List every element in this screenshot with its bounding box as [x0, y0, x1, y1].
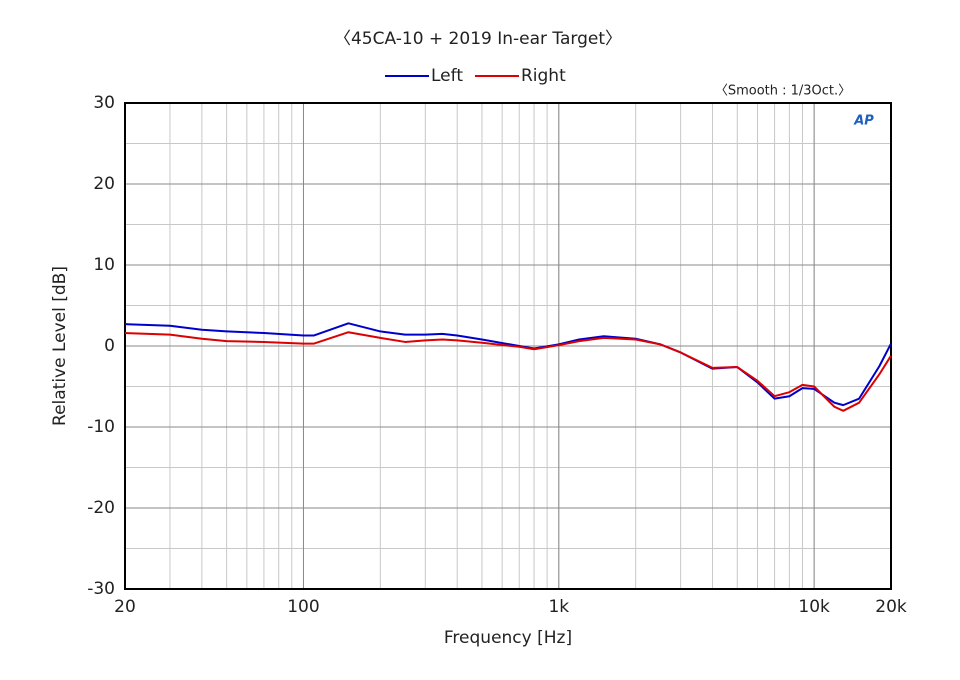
y-tick-label: -10 [87, 417, 115, 437]
legend-label: Left [431, 66, 463, 86]
chart-subtitle: 〈Smooth : 1/3Oct.〉 [715, 84, 851, 99]
y-axis-label: Relative Level [dB] [50, 266, 70, 426]
x-axis-label: Frequency [Hz] [444, 628, 572, 648]
x-tick-label: 20 [114, 597, 136, 617]
y-tick-label: 10 [93, 255, 115, 275]
x-tick-label: 10k [798, 597, 830, 617]
legend: Left Right [385, 66, 566, 86]
x-tick-label: 1k [548, 597, 569, 617]
y-tick-label: 30 [93, 93, 115, 113]
legend-label: Right [521, 66, 566, 86]
chart-title: 〈45CA-10 + 2019 In-ear Target〉 [334, 29, 622, 49]
series-line [124, 331, 892, 412]
y-tick-label: -20 [87, 498, 115, 518]
y-tick-label: 20 [93, 174, 115, 194]
x-tick-label: 20k [875, 597, 907, 617]
y-tick-label: -30 [87, 579, 115, 599]
logo: AP [853, 114, 874, 129]
plot-frame [124, 102, 892, 590]
y-tick-label: 0 [104, 336, 115, 356]
series-line [124, 322, 892, 407]
x-tick-label: 100 [287, 597, 319, 617]
